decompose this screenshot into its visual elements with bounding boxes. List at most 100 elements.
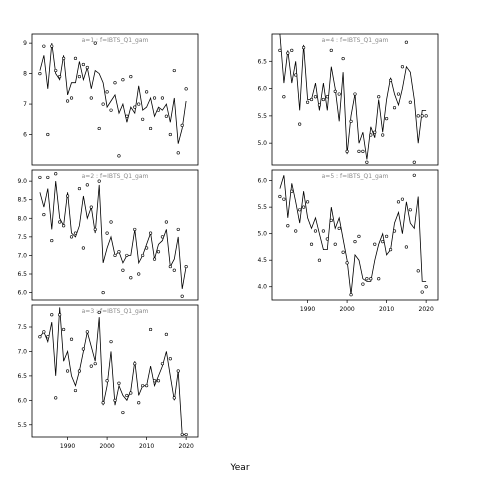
data-point (54, 396, 58, 400)
data-point (65, 194, 70, 198)
data-point (420, 114, 424, 118)
data-point (121, 268, 125, 272)
data-point (400, 197, 405, 201)
data-point (333, 89, 337, 93)
data-point (133, 227, 137, 232)
data-point (141, 384, 145, 388)
plot-layer: a=1 : f=IBTS_Q1_gam 6 7 8 9 a=2 : f=IBTS_Q1_g… (17, 33, 439, 450)
y-tick-label: 7.0 (17, 252, 27, 259)
data-point (400, 65, 405, 69)
data-point (46, 132, 50, 137)
data-point (357, 234, 361, 238)
data-point (125, 114, 129, 118)
data-point (302, 46, 306, 50)
data-point (184, 432, 188, 437)
data-point (424, 114, 428, 118)
data-point (89, 96, 93, 100)
data-point (353, 240, 357, 244)
y-tick-label: 5.5 (257, 204, 267, 211)
data-point (385, 234, 389, 238)
data-point (109, 108, 113, 112)
data-point (388, 78, 393, 82)
data-point (109, 340, 113, 344)
data-point (42, 212, 46, 217)
data-point (46, 175, 50, 180)
x-tick-label: 1990 (300, 306, 315, 313)
data-point (148, 126, 153, 131)
data-point (282, 197, 286, 201)
panel-5: a=5 : f=IBTS_Q1_gam 4.0 4.5 5.0 5.5 6.0 1990 20… (257, 169, 439, 313)
panel-strip-label: a=4 : f=IBTS_Q1_gam (322, 37, 389, 44)
data-point (377, 277, 381, 281)
data-point (385, 117, 389, 121)
y-tick-label: 6 (23, 132, 27, 139)
data-point (325, 237, 329, 241)
panel-strip-label: a=3 : f=IBTS_Q1_gam (82, 308, 149, 315)
data-point (396, 200, 401, 204)
data-point (164, 220, 168, 224)
data-point (137, 102, 141, 106)
x-tick-label: 2020 (419, 306, 434, 313)
data-point (105, 231, 109, 235)
data-point (361, 149, 365, 153)
data-point (156, 108, 161, 112)
data-point (302, 205, 306, 209)
data-point (50, 238, 54, 243)
x-tick-label: 2020 (179, 443, 194, 450)
data-point (408, 208, 412, 212)
x-tick-label: 2000 (339, 306, 354, 313)
data-point (129, 75, 133, 79)
data-point (345, 261, 349, 265)
data-point (65, 369, 70, 373)
data-point (69, 337, 74, 341)
data-point (180, 432, 184, 437)
data-point (113, 398, 117, 402)
data-point (145, 246, 149, 250)
data-point (416, 114, 420, 118)
data-point (321, 97, 325, 102)
data-point (160, 96, 165, 100)
x-axis-label: Year (229, 463, 249, 473)
data-point (81, 246, 85, 250)
data-point (137, 272, 141, 276)
panel-1: a=1 : f=IBTS_Q1_gam 6 7 8 9 (23, 33, 199, 166)
data-point (85, 330, 89, 334)
data-point (412, 160, 416, 164)
data-point (152, 257, 157, 261)
data-point (416, 269, 420, 273)
data-point (62, 56, 66, 60)
data-point (152, 96, 157, 100)
data-point (42, 330, 46, 334)
x-tick-label: 2000 (99, 443, 114, 450)
data-point (113, 253, 117, 258)
data-point (93, 362, 97, 366)
data-point (337, 226, 341, 230)
data-point (341, 56, 345, 61)
data-point (58, 313, 62, 317)
data-point (81, 347, 85, 351)
data-point (97, 310, 101, 314)
data-point (353, 92, 357, 96)
data-point (309, 97, 314, 102)
data-point (369, 133, 373, 137)
data-point (73, 231, 78, 235)
data-point (298, 122, 302, 126)
data-point (58, 220, 62, 224)
data-point (180, 123, 184, 127)
data-point (117, 250, 121, 254)
data-point (357, 149, 361, 153)
y-tick-label: 5.0 (257, 140, 267, 147)
data-point (369, 277, 373, 281)
data-point (377, 95, 381, 99)
data-point (65, 99, 70, 103)
data-point (412, 173, 416, 177)
data-point (156, 379, 161, 383)
data-point (54, 172, 58, 176)
panel-frame (31, 169, 199, 301)
data-point (129, 391, 133, 395)
data-point (424, 285, 428, 289)
data-point (313, 229, 318, 233)
data-point (329, 218, 333, 223)
data-point (77, 369, 82, 373)
panel-strip-label: a=1 : f=IBTS_Q1_gam (82, 37, 149, 44)
